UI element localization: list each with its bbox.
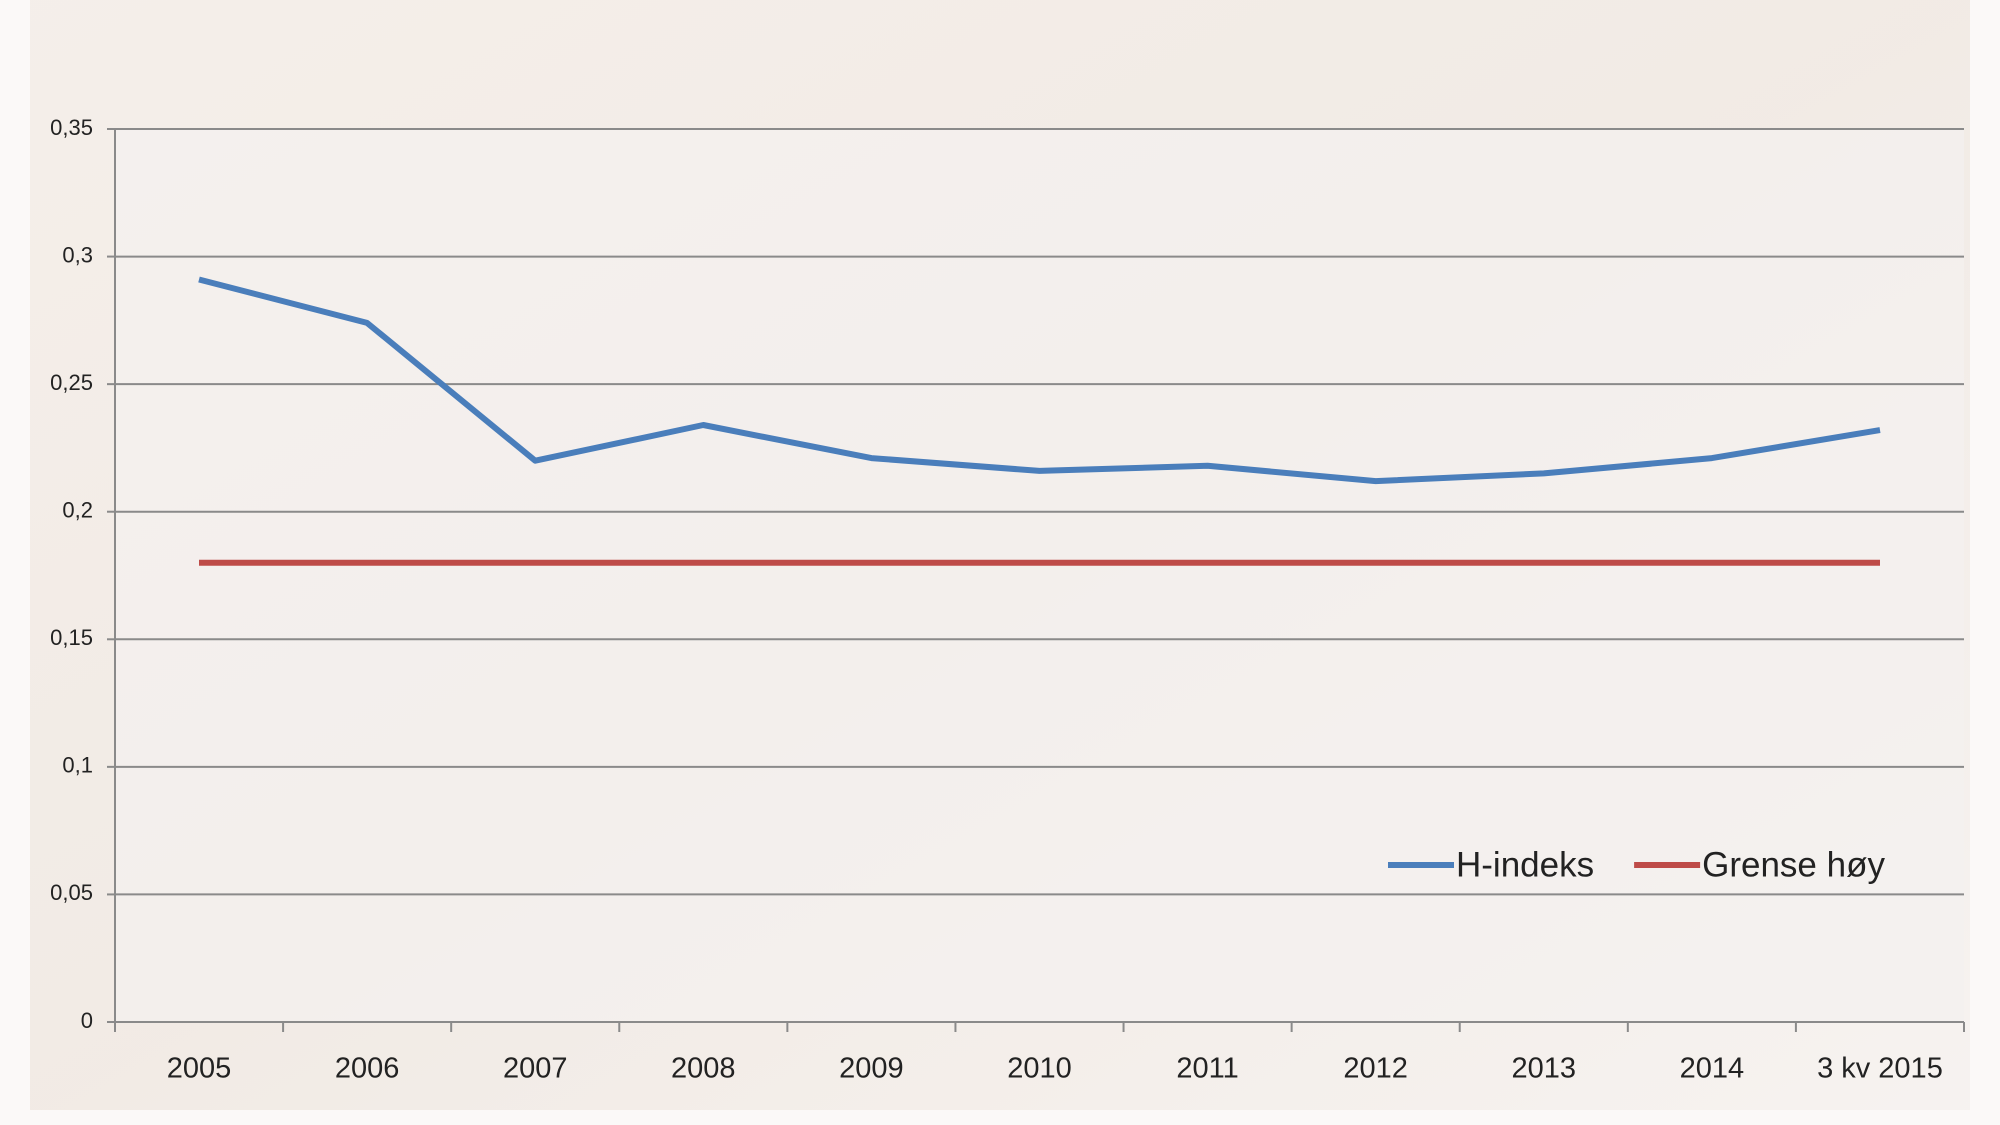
x-tick-label: 2008 — [671, 1053, 736, 1085]
x-tick-label: 2007 — [503, 1053, 568, 1085]
y-tick-label: 0,35 — [50, 115, 93, 140]
y-tick-label: 0,2 — [62, 498, 93, 523]
grid — [107, 128, 1965, 1032]
y-tick-label: 0,3 — [62, 242, 93, 267]
x-tick-label: 2010 — [1007, 1053, 1072, 1085]
x-tick-label: 2005 — [167, 1053, 232, 1085]
legend-label: Grense høy — [1702, 845, 1885, 884]
legend-label: H-indeks — [1456, 845, 1594, 884]
x-tick-label: 2011 — [1176, 1053, 1238, 1085]
y-tick-label: 0,1 — [62, 753, 93, 778]
plot-area — [115, 129, 1964, 1022]
labels: 0 0,05 0,1 0,15 0,2 0,25 0,3 0,35 2005 2006 2007 20… — [50, 115, 1943, 1085]
x-tick-label: 2009 — [839, 1053, 904, 1085]
y-tick-label: 0,25 — [50, 370, 93, 395]
x-tick-label: 2012 — [1343, 1053, 1408, 1085]
series-line — [198, 276, 1881, 485]
x-tick-label: 2013 — [1512, 1053, 1577, 1085]
x-tick-label: 3 kv 2015 — [1817, 1053, 1943, 1085]
y-tick-label: 0 — [81, 1008, 93, 1033]
x-tick-label: 2014 — [1680, 1053, 1745, 1085]
x-tick-label: 2006 — [335, 1053, 400, 1085]
y-tick-label: 0,05 — [50, 880, 93, 905]
lines — [198, 276, 1881, 566]
y-tick-label: 0,15 — [50, 625, 93, 650]
